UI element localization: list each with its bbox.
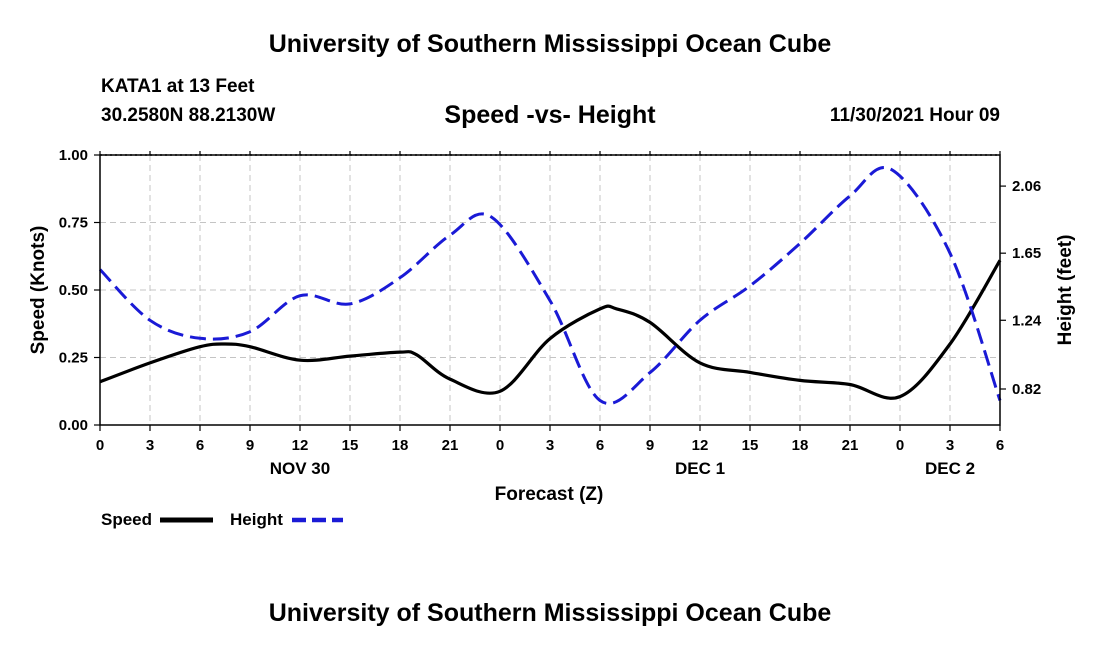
y-axis-title: Speed (Knots) [28,226,49,355]
y-tick-label: 0.25 [59,350,88,367]
y2-tick-label: 2.06 [1012,178,1041,195]
x-tick-label: 9 [246,437,254,454]
date-label: DEC 1 [675,459,725,478]
x-tick-label: 0 [96,437,104,454]
y-tick-label: 0.00 [59,417,88,434]
x-tick-label: 3 [946,437,954,454]
x-tick-label: 21 [442,437,459,454]
date-label: NOV 30 [270,459,330,478]
x-tick-label: 6 [996,437,1004,454]
axis-labels: 0 3 6 9 12 15 18 21 0 3 6 9 12 15 18 21 0 3 6 0.00 0.25 0.50 0… [59,147,1042,478]
date-label: DEC 2 [925,459,975,478]
footer-title: University of Southern Mississippi Ocean… [268,599,832,627]
forecast-datetime: 11/30/2021 Hour 09 [829,105,1000,126]
x-tick-label: 0 [496,437,504,454]
station-label: KATA1 at 13 Feet [101,76,255,97]
legend-speed-label: Speed [101,510,152,529]
y2-tick-label: 1.24 [1012,312,1042,329]
y2-tick-label: 1.65 [1012,245,1041,262]
x-tick-label: 6 [596,437,604,454]
y2-axis-title: Height (feet) [1055,235,1076,346]
x-axis-title: Forecast (Z) [495,484,604,505]
series-line-speed [99,259,1002,400]
y-tick-label: 1.00 [59,147,88,164]
x-tick-label: 12 [692,437,709,454]
x-tick-label: 6 [196,437,204,454]
x-tick-label: 3 [546,437,554,454]
x-tick-label: 21 [842,437,859,454]
axis-ticks [94,151,1006,431]
grid-lines [100,154,1000,425]
chart-title: University of Southern Mississippi Ocean… [268,30,832,58]
x-tick-label: 18 [792,437,809,454]
series-line-height [98,166,1002,405]
series-lines [98,166,1002,405]
x-tick-label: 15 [342,437,359,454]
y-tick-label: 0.75 [59,215,88,232]
y2-tick-label: 0.82 [1012,381,1041,398]
x-tick-label: 12 [292,437,309,454]
y-tick-label: 0.50 [59,282,88,299]
x-tick-label: 18 [392,437,409,454]
x-tick-label: 0 [896,437,904,454]
legend-height-label: Height [230,510,283,529]
legend: Speed Height [101,510,343,529]
x-tick-label: 15 [742,437,759,454]
x-tick-label: 3 [146,437,154,454]
x-tick-label: 9 [646,437,654,454]
chart-subtitle: Speed -vs- Height [444,101,656,129]
station-coordinates: 30.2580N 88.2130W [101,105,276,126]
